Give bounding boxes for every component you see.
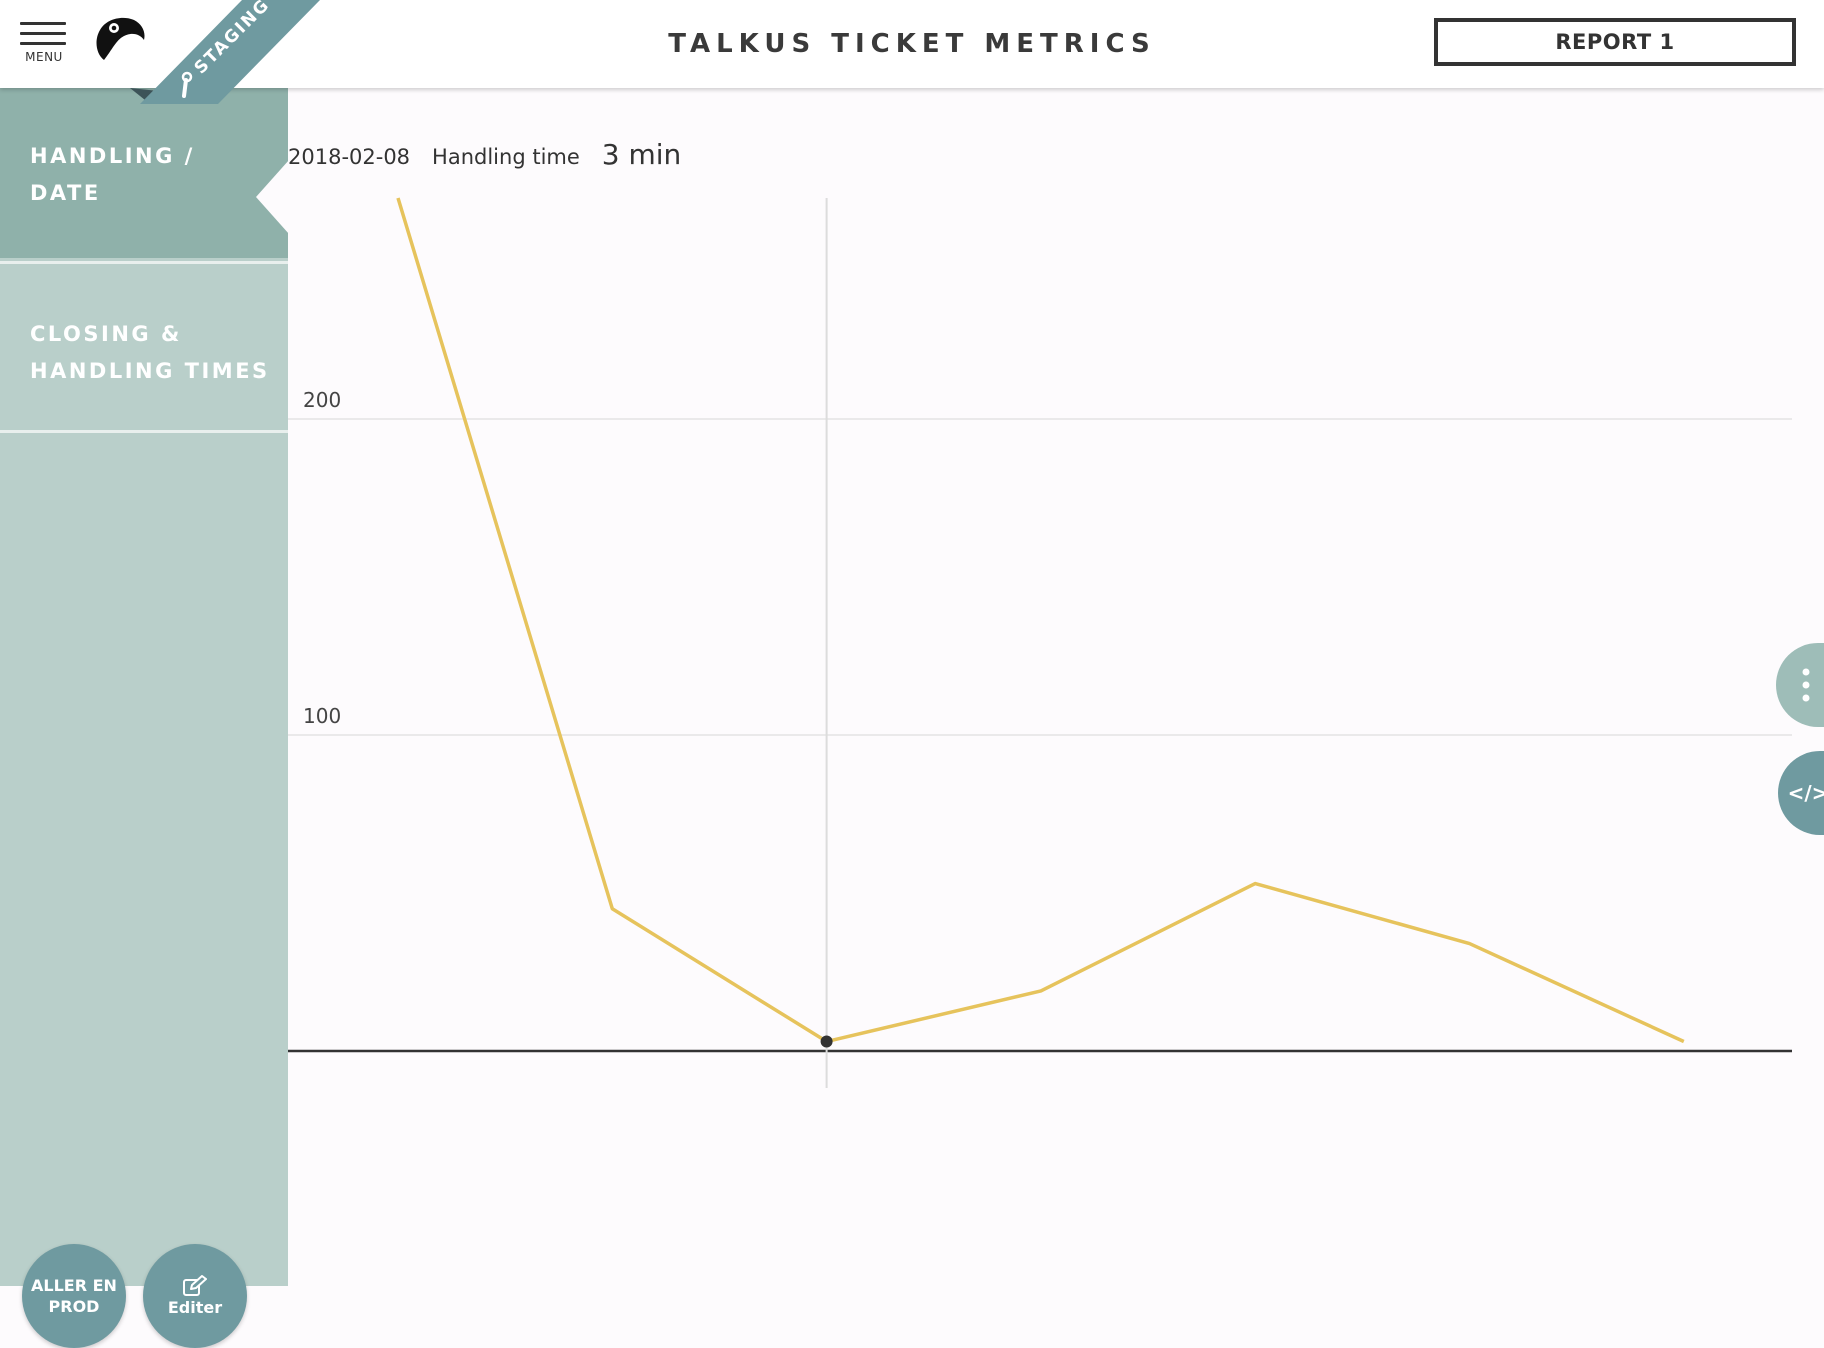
data-point[interactable] <box>1036 986 1046 996</box>
menu-button[interactable]: MENU <box>20 22 68 68</box>
vertical-dots-icon <box>1802 668 1810 702</box>
active-item-pointer <box>256 160 289 234</box>
y-tick-label: 100 <box>303 704 341 728</box>
data-point[interactable] <box>607 904 617 914</box>
menu-label: MENU <box>25 50 63 64</box>
sidebar: HANDLING / DATE CLOSING & HANDLING TIMES… <box>0 88 288 1348</box>
data-point[interactable] <box>820 1035 833 1048</box>
series-line-handling-time <box>396 197 1685 1044</box>
data-point[interactable] <box>393 193 403 203</box>
toucan-logo-icon <box>96 17 145 60</box>
handling-time-chart[interactable]: 100 200 <box>0 0 1824 1286</box>
hover-info: 2018-02-08 Handling time 3 min <box>288 138 681 172</box>
hamburger-icon <box>20 22 66 25</box>
go-to-prod-label: PROD <box>48 1297 100 1316</box>
hover-metric-label: Handling time <box>432 145 580 169</box>
data-point[interactable] <box>1465 939 1475 949</box>
code-icon: </> <box>1787 781 1824 805</box>
sidebar-item-label: CLOSING & <box>30 322 182 346</box>
staging-ribbon: STAGING <box>130 0 320 104</box>
sidebar-item-handling-date[interactable]: HANDLING / DATE <box>0 88 288 258</box>
hover-metric-value: 3 min <box>601 138 682 171</box>
hamburger-icon-bar <box>20 42 66 45</box>
hamburger-icon-bar <box>20 32 66 35</box>
hover-date: 2018-02-08 <box>288 145 411 169</box>
data-point[interactable] <box>1679 1037 1689 1047</box>
y-tick-label: 200 <box>303 388 341 412</box>
edit-label: Editer <box>167 1297 223 1317</box>
wrench-icon <box>181 71 193 98</box>
sidebar-item-label: DATE <box>30 181 101 205</box>
sidebar-item-closing-handling-times[interactable]: CLOSING & HANDLING TIMES <box>0 261 288 433</box>
sidebar-item-label: HANDLING / <box>30 144 195 168</box>
report-selector-button[interactable]: REPORT 1 <box>1434 18 1796 66</box>
data-point[interactable] <box>1250 879 1260 889</box>
sidebar-item-label: HANDLING TIMES <box>30 359 270 383</box>
